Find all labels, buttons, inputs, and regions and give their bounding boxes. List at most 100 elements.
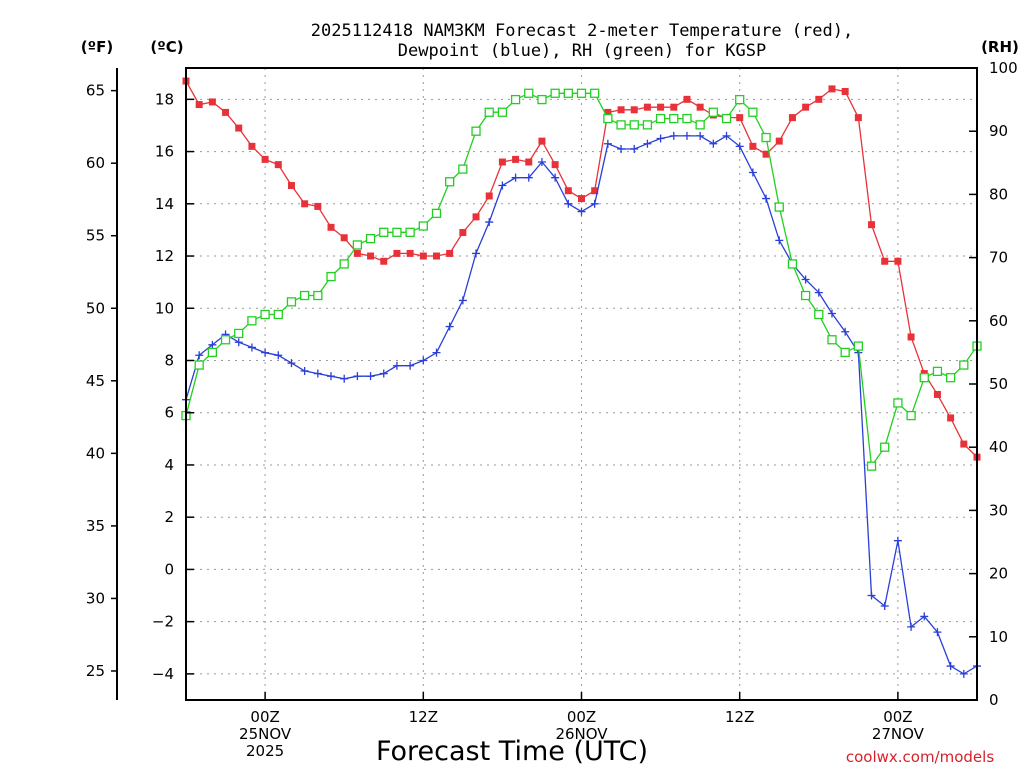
fahrenheit-tick-label: 35 [86,517,105,535]
rh-point [445,177,455,187]
temperature-point [749,142,757,150]
dewpoint-point [432,348,441,357]
celsius-tick-label: 14 [155,195,174,213]
dewpoint-point [274,351,283,360]
temperature-point [802,103,810,111]
series-layer [181,77,982,678]
rh-point [392,227,402,237]
dewpoint-point [669,131,678,140]
temperature-point [195,101,203,109]
rh-point [919,373,929,383]
dewpoint-point [366,372,375,381]
dewpoint-point [656,134,665,143]
temperature-point [841,88,849,96]
dewpoint-point [603,139,612,148]
axes: −4 −2 0 2 4 6 8 10 12 14 16 18 25 30 35 40 45 50 55 60 65 0 10… [86,59,1018,760]
dewpoint-point [327,372,336,381]
x-tick-label: 12Z [725,708,754,726]
x-tick-label: 27NOV [872,725,925,743]
rh-point [787,259,798,269]
temperature-point [564,187,572,195]
dewpoint-point [907,622,916,631]
dewpoint-point [590,199,599,208]
dewpoint-point [261,348,270,357]
dewpoint-point [300,366,309,375]
rh-tick-label: 70 [989,249,1008,267]
fahrenheit-tick-label: 40 [86,444,105,462]
temperature-point [498,158,506,166]
credit-label: coolwx.com/models [846,748,994,766]
gridlines [186,68,977,700]
rh-point [313,290,323,301]
fahrenheit-unit-label: (ºF) [81,38,113,56]
dewpoint-point [630,144,639,153]
rh-point [326,271,336,282]
temperature-point [551,161,559,169]
dewpoint-point [933,628,942,637]
rh-point [629,120,639,130]
chart-title-line-2: Dewpoint (blue), RH (green) for KGSP [398,41,766,61]
temperature-point [538,137,546,145]
temperature-point [657,103,665,111]
x-tick-label: 2025 [246,742,284,760]
fahrenheit-tick-label: 25 [86,662,105,680]
dewpoint-point [208,340,217,349]
rh-point [458,164,468,174]
temperature-point [696,103,704,111]
rh-point [405,227,415,237]
rh-point [748,107,758,117]
temperature-point [868,221,876,229]
celsius-tick-label: 16 [155,143,174,161]
rh-point [866,461,877,471]
dewpoint-point [551,173,560,182]
rh-point [431,208,442,219]
dewpoint-point [511,173,520,182]
dewpoint-point [735,142,744,151]
dewpoint-point [643,139,652,148]
dewpoint-point [379,369,388,378]
rh-point [484,107,494,117]
fahrenheit-tick-label: 60 [86,154,105,172]
celsius-tick-label: −4 [152,665,174,683]
fahrenheit-tick-label: 55 [86,227,105,245]
rh-point [365,233,376,244]
rh-point [273,309,283,320]
x-tick-label: 00Z [567,708,596,726]
rh-point [945,373,956,383]
rh-unit-label: (RH) [981,38,1019,56]
chart-title-line-1: 2025112418 NAM3KM Forecast 2-meter Tempe… [311,21,853,41]
dewpoint-point [814,288,823,297]
temperature-point [367,252,375,260]
temperature-point [235,124,243,132]
dewpoint-point [946,662,955,671]
dewpoint-point [406,361,415,370]
temperature-point [222,108,230,116]
dewpoint-point [920,612,929,621]
dewpoint-point [577,207,586,216]
dewpoint-point [445,322,454,331]
temperature-point [947,414,955,422]
temperature-point [459,229,467,237]
rh-point [735,94,745,105]
temperature-point [314,202,322,210]
fahrenheit-tick-label: 65 [86,82,105,100]
dewpoint-point [392,361,401,370]
rh-point [959,360,969,370]
rh-point [774,202,784,212]
dewpoint-point [340,374,349,383]
temperature-point [683,95,691,103]
dewpoint-point [801,275,810,284]
rh-point [379,227,389,237]
rh-tick-label: 30 [989,501,1008,519]
celsius-tick-label: 12 [155,247,174,265]
rh-point [339,259,349,269]
rh-point [550,88,560,98]
dewpoint-point [959,669,968,678]
temperature-point [907,333,915,341]
temperature-point [894,257,902,265]
temperature-point [960,440,968,448]
dewpoint-point [682,131,691,140]
temperature-point [261,155,269,163]
